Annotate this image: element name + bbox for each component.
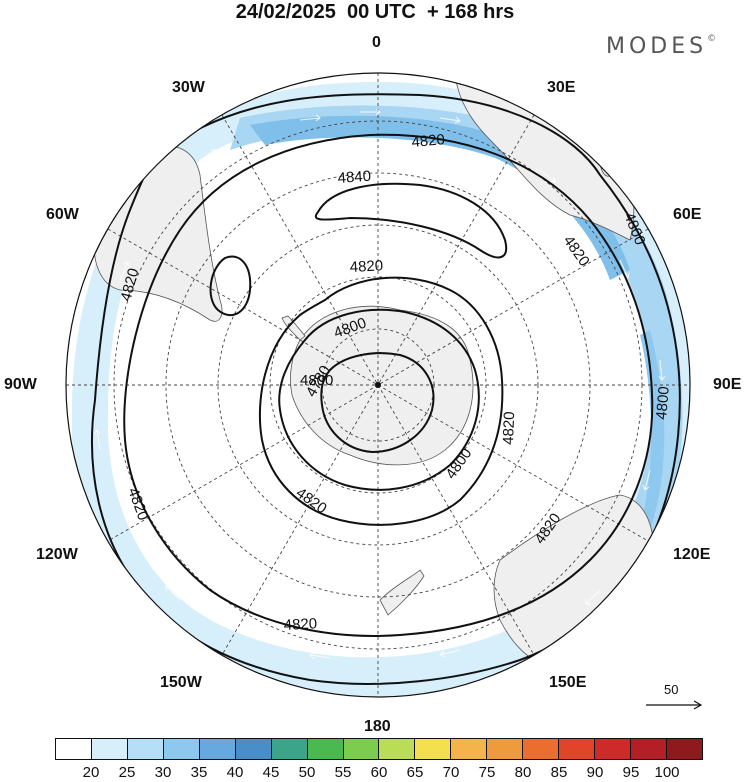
- contour-4780: [320, 352, 435, 454]
- colorbar-tick-label: 75: [478, 764, 496, 781]
- contour-4820-inner: [123, 133, 654, 637]
- meridian-60w-120e: [107, 228, 649, 542]
- contour-4840: [315, 182, 508, 259]
- colorbar-tick-label: 95: [622, 764, 640, 781]
- colorbar-cell: [163, 739, 200, 759]
- wind-vector: [539, 169, 556, 183]
- lon-label-150e: 150E: [549, 674, 587, 691]
- south-pole-marker: [375, 382, 381, 388]
- map-boundary: [65, 72, 691, 698]
- contour-4820-south-america: [209, 255, 252, 317]
- wind-vector: [360, 108, 381, 116]
- brand-logo: MODES©: [606, 34, 716, 59]
- colorbar-cell: [523, 739, 560, 759]
- lon-label-60w: 60W: [46, 206, 79, 223]
- colorbar-tick-label: 20: [82, 764, 100, 781]
- colorbar-tick-label: 25: [118, 764, 136, 781]
- colorbar-tick-label: 35: [190, 764, 208, 781]
- wind-vector: [309, 651, 331, 660]
- contour-label: 4800: [300, 372, 333, 389]
- colorbar-tick-label: 90: [586, 764, 604, 781]
- wind-vectors: [93, 108, 666, 660]
- colorbar-cell: [666, 739, 702, 759]
- contour-label: 4840: [337, 168, 371, 187]
- colorbar-cell: [631, 739, 667, 759]
- antarctic-peninsula: [281, 315, 306, 341]
- colorbar-tick-label: 50: [298, 764, 316, 781]
- lon-label-30e: 30E: [547, 79, 576, 96]
- wind-vector: [439, 116, 461, 124]
- colorbar-tick-label: 45: [262, 764, 280, 781]
- colorbar-cell: [415, 739, 452, 759]
- colorbar-cell: [91, 739, 128, 759]
- colorbar-cell: [379, 739, 416, 759]
- lon-label-90e: 90E: [713, 376, 742, 393]
- contour-label: 4820: [283, 615, 317, 634]
- colorbar-cell: [595, 739, 631, 759]
- lon-label-120w: 120W: [36, 546, 78, 563]
- latitude-ring: [217, 224, 539, 546]
- meridian-60e-120w: [107, 228, 649, 542]
- lon-label-90w: 90W: [4, 376, 37, 393]
- wind-vector: [299, 114, 321, 122]
- wind-vector: [585, 589, 601, 605]
- lon-label-0: 0: [372, 34, 381, 51]
- contour-label: 4820: [500, 411, 518, 445]
- contour-label: 4820: [411, 131, 446, 151]
- colorbar-cell: [271, 739, 308, 759]
- colorbar-cell: [307, 739, 344, 759]
- lon-label-180: 180: [364, 718, 391, 735]
- wind-vector: [93, 429, 101, 451]
- colorbar-cell: [235, 739, 272, 759]
- lon-label-30w: 30W: [172, 79, 205, 96]
- colorbar-ticks: 20 25 30 35 40 45 50 55 60 65 70 75 80 85 90 95 100: [0, 764, 750, 782]
- wind-vector: [119, 261, 130, 281]
- lon-label-150w: 150W: [160, 674, 202, 691]
- wind-vector: [658, 359, 666, 381]
- contour-4800: [278, 308, 480, 491]
- meridian-30w-150e: [221, 114, 535, 656]
- map-title: 24/02/2025 00 UTC + 168 hrs: [235, 1, 515, 23]
- colorbar-tick-label: 70: [442, 764, 460, 781]
- contour-4820-polar: [258, 276, 504, 526]
- colorbar-cell: [199, 739, 236, 759]
- antarctica: [290, 305, 474, 466]
- vector-reference-label: 50: [664, 682, 679, 697]
- wind-vector: [199, 149, 216, 161]
- colorbar: [55, 738, 703, 760]
- wind-vector: [439, 649, 461, 658]
- lon-label-60e: 60E: [673, 206, 702, 223]
- colorbar-tick-label: 60: [370, 764, 388, 781]
- colorbar-tick-label: 55: [334, 764, 352, 781]
- brand-name: MODES: [606, 34, 708, 59]
- colorbar-tick-label: 80: [514, 764, 532, 781]
- colorbar-cell: [127, 739, 164, 759]
- colorbar-tick-label: 100: [654, 764, 680, 781]
- new-zealand: [379, 569, 425, 616]
- colorbar-tick-label: 30: [154, 764, 172, 781]
- colorbar-tick-label: 85: [550, 764, 568, 781]
- map-disc: 4840 4820 4820 4820 4820 4820 4820 4820 …: [66, 73, 690, 697]
- contour-label: 4820: [349, 257, 383, 276]
- colorbar-cell: [487, 739, 524, 759]
- meridian-30e-150w: [221, 114, 535, 656]
- brand-mark: ©: [707, 34, 717, 44]
- contour-label: 4800: [653, 386, 673, 421]
- colorbar-cell: [559, 739, 596, 759]
- colorbar-cell: [56, 739, 92, 759]
- colorbar-cell: [451, 739, 488, 759]
- vector-reference-arrow: [646, 700, 703, 710]
- jet-core-east: [640, 330, 665, 530]
- wind-vector: [642, 469, 651, 491]
- colorbar-cell: [343, 739, 380, 759]
- colorbar-tick-label: 40: [226, 764, 244, 781]
- lon-label-120e: 120E: [673, 546, 711, 563]
- wind-vector: [165, 585, 181, 601]
- colorbar-tick-label: 65: [406, 764, 424, 781]
